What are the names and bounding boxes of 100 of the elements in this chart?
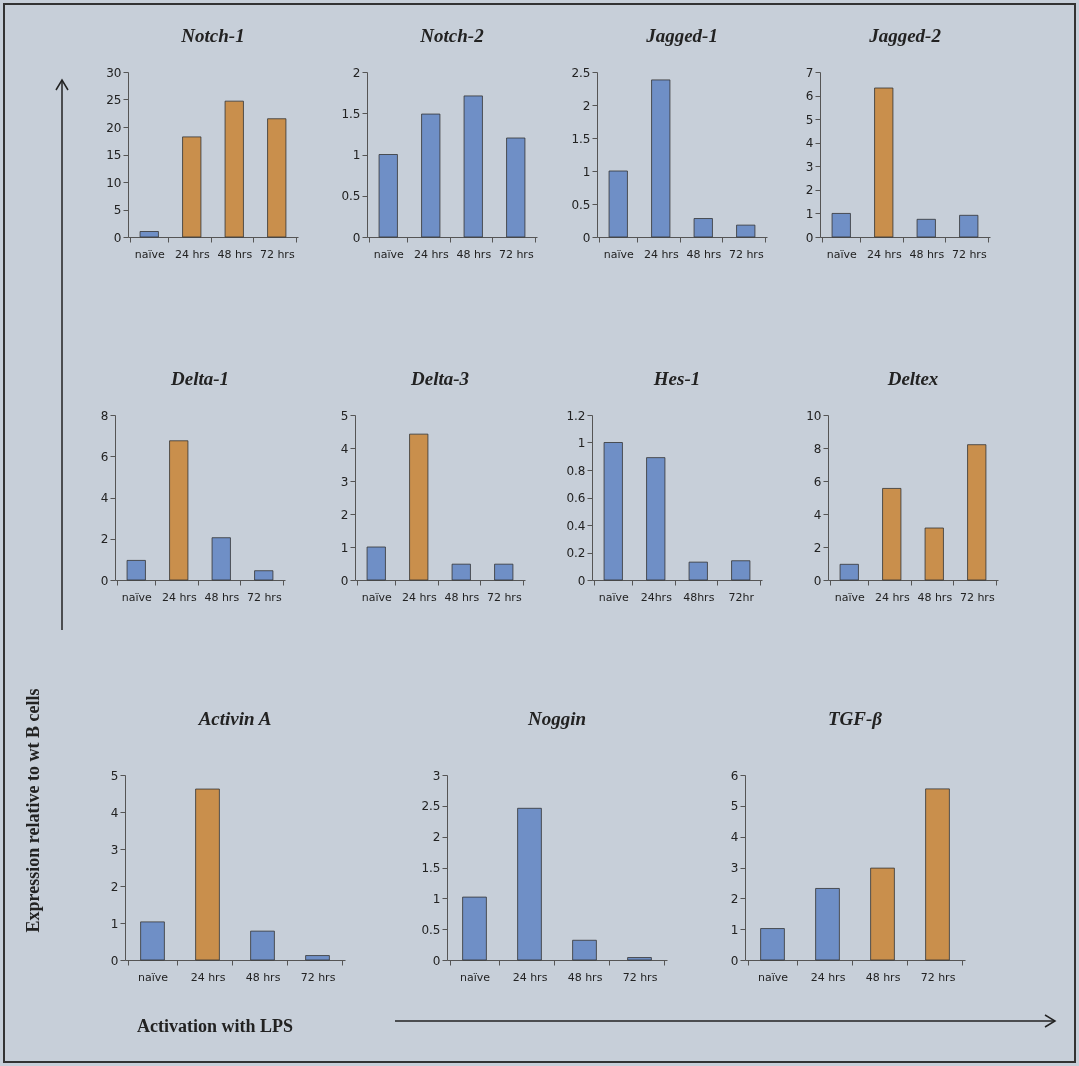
bar	[211, 537, 231, 581]
x-tick-label: 48 hrs	[909, 247, 945, 261]
x-tick-label: 24 hrs	[874, 590, 910, 604]
bar	[608, 170, 628, 238]
bar	[874, 87, 894, 238]
bar	[224, 100, 244, 238]
bar	[831, 213, 851, 238]
y-tick-label: 2	[730, 891, 739, 906]
y-tick-label: 4	[100, 491, 109, 505]
bar	[421, 113, 441, 238]
bar	[882, 488, 902, 581]
bar	[195, 788, 220, 961]
y-tick-label: 10	[106, 175, 122, 190]
y-tick-label: 5	[110, 768, 119, 783]
y-tick-label: 1	[577, 436, 586, 450]
bar	[603, 442, 623, 581]
chart-title: Delta-3	[409, 368, 470, 389]
bar	[182, 136, 202, 238]
y-tick-label: 15	[106, 148, 122, 162]
y-tick-label: 8	[100, 408, 109, 423]
x-tick-label: naïve	[137, 970, 169, 984]
y-tick-label: 7	[805, 65, 814, 80]
y-tick-label: 4	[813, 507, 822, 522]
y-tick-label: 8	[813, 441, 822, 456]
chart-title: TGF-β	[827, 708, 883, 729]
y-tick-label: 30	[106, 65, 122, 80]
y-tick-label: 1.5	[421, 861, 441, 875]
y-tick-label: 3	[432, 768, 441, 783]
bar	[506, 137, 526, 238]
x-tick-label: 24 hrs	[512, 970, 548, 984]
y-tick-label: 0	[110, 953, 119, 968]
y-tick-label: 1	[110, 916, 119, 931]
x-tick-label: 24hrs	[640, 590, 673, 604]
y-tick-label: 1.5	[341, 106, 361, 121]
x-tick-label: naïve	[361, 590, 392, 604]
bar	[494, 563, 514, 581]
x-tick-label: 48 hrs	[444, 590, 480, 604]
x-tick-label: 72 hrs	[486, 590, 522, 604]
bar	[250, 930, 275, 961]
x-tick-label: naïve	[373, 247, 404, 261]
bar	[967, 444, 987, 581]
x-tick-label: 24 hrs	[413, 247, 449, 261]
y-tick-label: 25	[106, 93, 122, 107]
bar	[925, 788, 950, 961]
y-tick-label: 0	[340, 573, 349, 588]
bar	[378, 154, 398, 238]
y-tick-label: 2.5	[421, 799, 441, 814]
x-tick-label: 72 hrs	[959, 590, 995, 604]
x-tick-label: 72 hrs	[951, 247, 987, 261]
y-tick-label: 3	[340, 474, 349, 489]
bar	[731, 560, 751, 581]
chart-title: Jagged-1	[645, 25, 718, 46]
bar	[572, 939, 597, 961]
x-tick-label: 48 hrs	[456, 247, 492, 261]
x-tick-label: 24 hrs	[161, 590, 197, 604]
y-tick-label: 10	[806, 408, 822, 423]
chart-title: Noggin	[526, 708, 587, 729]
y-tick-label: 2	[340, 507, 349, 522]
y-tick-label: 0.5	[571, 197, 591, 212]
chart-title: Jagged-2	[868, 25, 942, 46]
x-tick-label: 48 hrs	[217, 247, 253, 261]
x-tick-label: naïve	[598, 590, 629, 604]
y-tick-label: 5	[730, 799, 739, 814]
x-tick-label: 24 hrs	[866, 247, 902, 261]
y-tick-label: 0	[577, 573, 586, 588]
bar	[760, 928, 785, 961]
y-axis-title: Expression relative to wt B cells	[23, 688, 45, 933]
x-tick-label: 24 hrs	[190, 970, 226, 984]
y-tick-label: 20	[106, 120, 122, 135]
y-tick-label: 0.8	[566, 463, 586, 478]
y-tick-label: 0	[113, 230, 122, 245]
x-tick-label: 72 hrs	[259, 247, 295, 261]
bar	[651, 79, 671, 238]
y-tick-label: 2	[582, 98, 591, 113]
bar	[140, 921, 165, 961]
x-tick-label: 72 hrs	[728, 247, 764, 261]
bar	[267, 118, 287, 238]
bar	[870, 867, 895, 961]
chart-title: Hes-1	[652, 368, 701, 389]
y-tick-label: 4	[805, 136, 814, 151]
y-tick-label: 1	[730, 922, 739, 937]
y-tick-label: 0	[730, 953, 739, 968]
y-tick-label: 2	[813, 540, 822, 555]
y-tick-label: 0.5	[421, 922, 441, 937]
y-tick-label: 1.2	[566, 408, 586, 423]
x-tick-label: naïve	[834, 590, 865, 604]
y-tick-label: 1	[432, 891, 441, 906]
x-tick-label: 72hr	[728, 590, 755, 604]
chart-title: Delta-1	[169, 368, 230, 389]
y-tick-label: 0.5	[341, 189, 361, 204]
bar	[916, 218, 936, 238]
y-tick-label: 6	[100, 449, 109, 464]
y-tick-label: 4	[730, 830, 739, 845]
chart-title: Notch-1	[180, 25, 245, 46]
bar	[688, 561, 708, 581]
y-tick-label: 0.2	[566, 546, 586, 560]
x-tick-label: 72 hrs	[920, 970, 956, 984]
y-tick-label: 0	[100, 573, 109, 588]
y-tick-label: 0	[582, 230, 591, 245]
y-tick-label: 2	[432, 830, 441, 845]
